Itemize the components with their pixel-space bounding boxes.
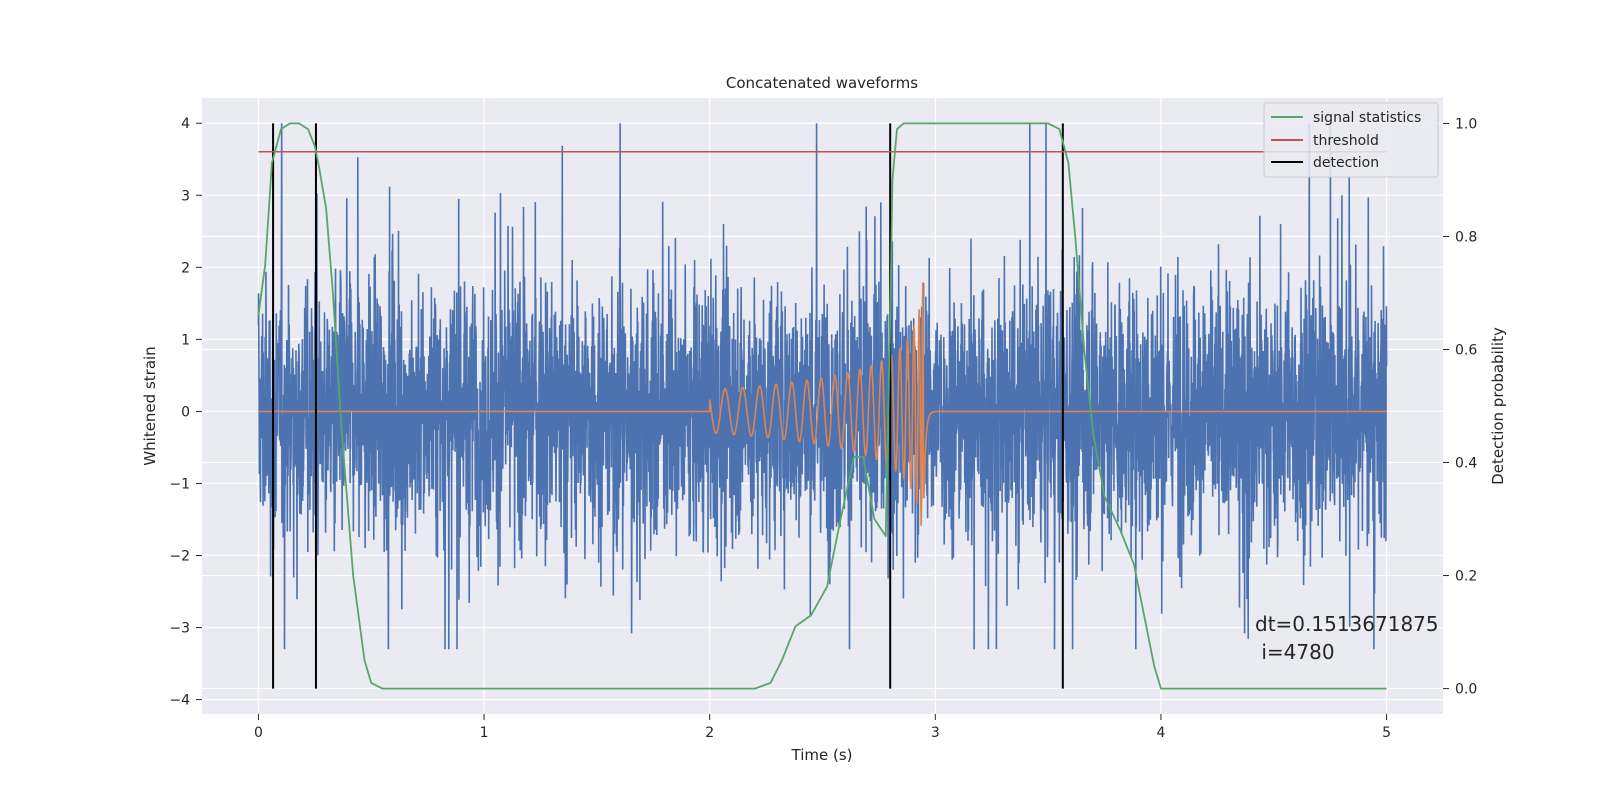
axes: 0 1 2 3 4 5 −4 −3 −2 −1 0 1 2 3 4 0.0 0.2 0.4 0.6 0.8 1.0	[169, 116, 1477, 741]
noise-strain-series	[257, 123, 1388, 650]
y-tick-label: −4	[169, 693, 190, 709]
y2-axis-label: Detection probability	[1489, 327, 1507, 485]
x-axis-label: Time (s)	[791, 746, 853, 764]
legend-box	[1263, 102, 1439, 178]
legend-label-detection: detection	[1313, 155, 1379, 171]
injected-signal-series	[258, 282, 1387, 526]
y-axis-label: Whitened strain	[141, 346, 159, 465]
x-tick-label: 2	[705, 725, 714, 741]
y-tick-label: −2	[169, 548, 190, 564]
x-tick-label: 0	[254, 725, 263, 741]
plot-marks	[257, 122, 1388, 690]
y2-tick-label: 0.6	[1455, 342, 1477, 358]
legend-label-statistics: signal statistics	[1313, 110, 1421, 126]
chart-title: Concatenated waveforms	[726, 74, 918, 92]
y2-tick-label: 0.0	[1455, 682, 1477, 698]
y-tick-label: 3	[181, 188, 190, 204]
y2-tick-label: 1.0	[1455, 116, 1477, 132]
y-tick-label: 0	[181, 404, 190, 420]
annotation-dt: dt=0.1513671875	[1255, 612, 1439, 636]
y2-tick-label: 0.8	[1455, 229, 1477, 245]
y-tick-label: −3	[169, 621, 190, 637]
detection-lines	[272, 123, 1064, 689]
x-tick-label: 4	[1156, 725, 1165, 741]
legend: signal statistics threshold detection	[1263, 102, 1439, 178]
x-tick-label: 1	[480, 725, 489, 741]
signal-statistics-series	[257, 122, 1387, 690]
y2-tick-label: 0.4	[1455, 456, 1477, 472]
legend-label-threshold: threshold	[1313, 133, 1379, 149]
x-tick-label: 5	[1382, 725, 1391, 741]
y-tick-label: −1	[169, 476, 190, 492]
y2-tick-label: 0.2	[1455, 569, 1477, 585]
x-tick-label: 3	[931, 725, 940, 741]
y-tick-label: 4	[181, 116, 190, 132]
y-tick-label: 1	[181, 332, 190, 348]
annotation-index: i=4780	[1255, 640, 1335, 664]
y-tick-label: 2	[181, 260, 190, 276]
